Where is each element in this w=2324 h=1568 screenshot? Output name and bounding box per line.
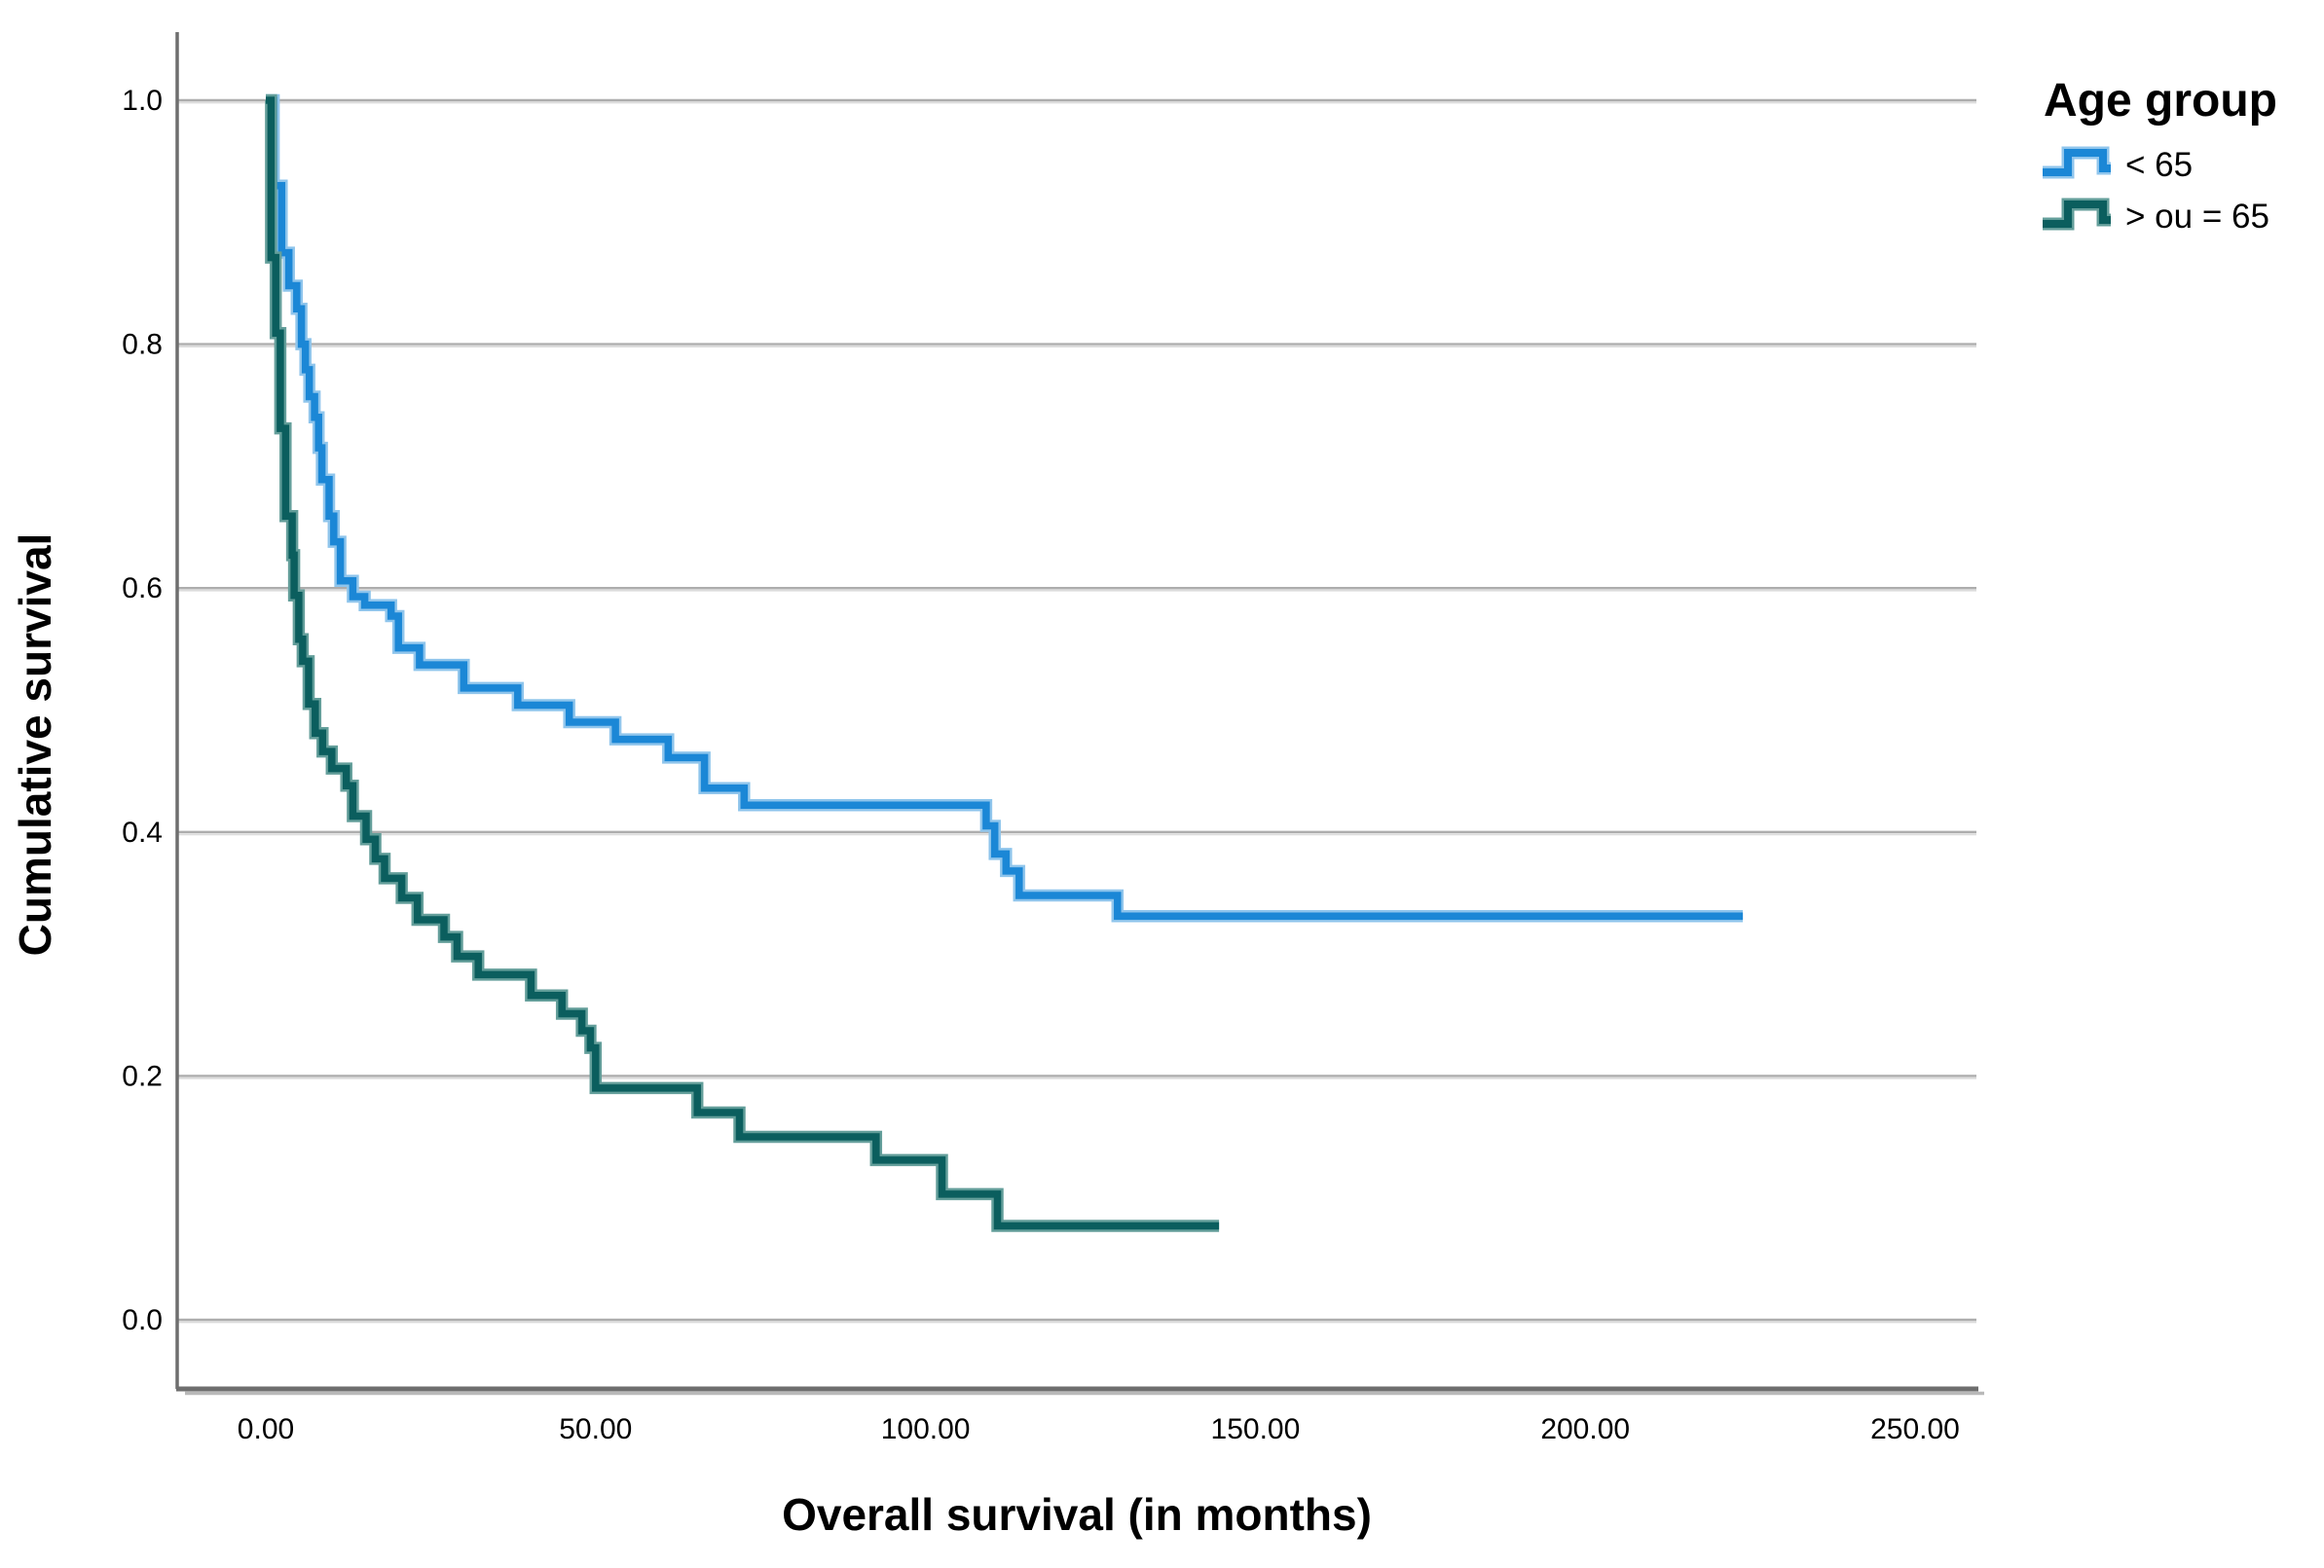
x-tick-label: 0.00 [238,1413,294,1445]
y-tick-label: 0.4 [122,817,163,849]
series-halo-over-65 [265,93,1220,1232]
y-axis-tick-labels: 0.0 0.2 0.4 0.6 0.8 1.0 [122,85,163,1336]
series-line-under-65 [266,96,1744,921]
y-tick-label: 0.2 [122,1060,163,1092]
legend-label-over-65: > ou = 65 [2125,198,2269,236]
legend-label-under-65: < 65 [2125,146,2193,184]
x-tick-label: 100.00 [881,1413,971,1445]
x-axis-tick-labels: 0.00 50.00 100.00 150.00 200.00 250.00 [238,1413,1960,1445]
x-tick-label: 200.00 [1540,1413,1630,1445]
legend-swatch-over-65 [2043,201,2111,228]
y-tick-label: 0.0 [122,1304,163,1336]
legend-title: Age group [2044,75,2277,127]
y-tick-label: 1.0 [122,85,163,117]
legend-item-over-65: > ou = 65 [2043,198,2269,236]
x-tick-label: 150.00 [1211,1413,1301,1445]
x-axis-title: Overall survival (in months) [782,1489,1372,1540]
legend-swatch-under-65 [2043,149,2111,176]
gridlines [178,98,1976,1324]
y-tick-label: 0.6 [122,572,163,604]
series-line-over-65 [266,96,1220,1230]
legend-items: < 65 > ou = 65 [2043,146,2269,236]
y-tick-label: 0.8 [122,329,163,361]
series-halo-under-65 [266,93,1744,923]
legend-item-under-65: < 65 [2043,146,2193,184]
x-tick-label: 250.00 [1870,1413,1960,1445]
series-lines [265,93,1744,1232]
y-axis-title: Cumulative survival [10,533,60,957]
x-tick-label: 50.00 [559,1413,632,1445]
axes [175,32,1984,1396]
legend: Age group < 65 > ou = 65 [2043,75,2277,236]
